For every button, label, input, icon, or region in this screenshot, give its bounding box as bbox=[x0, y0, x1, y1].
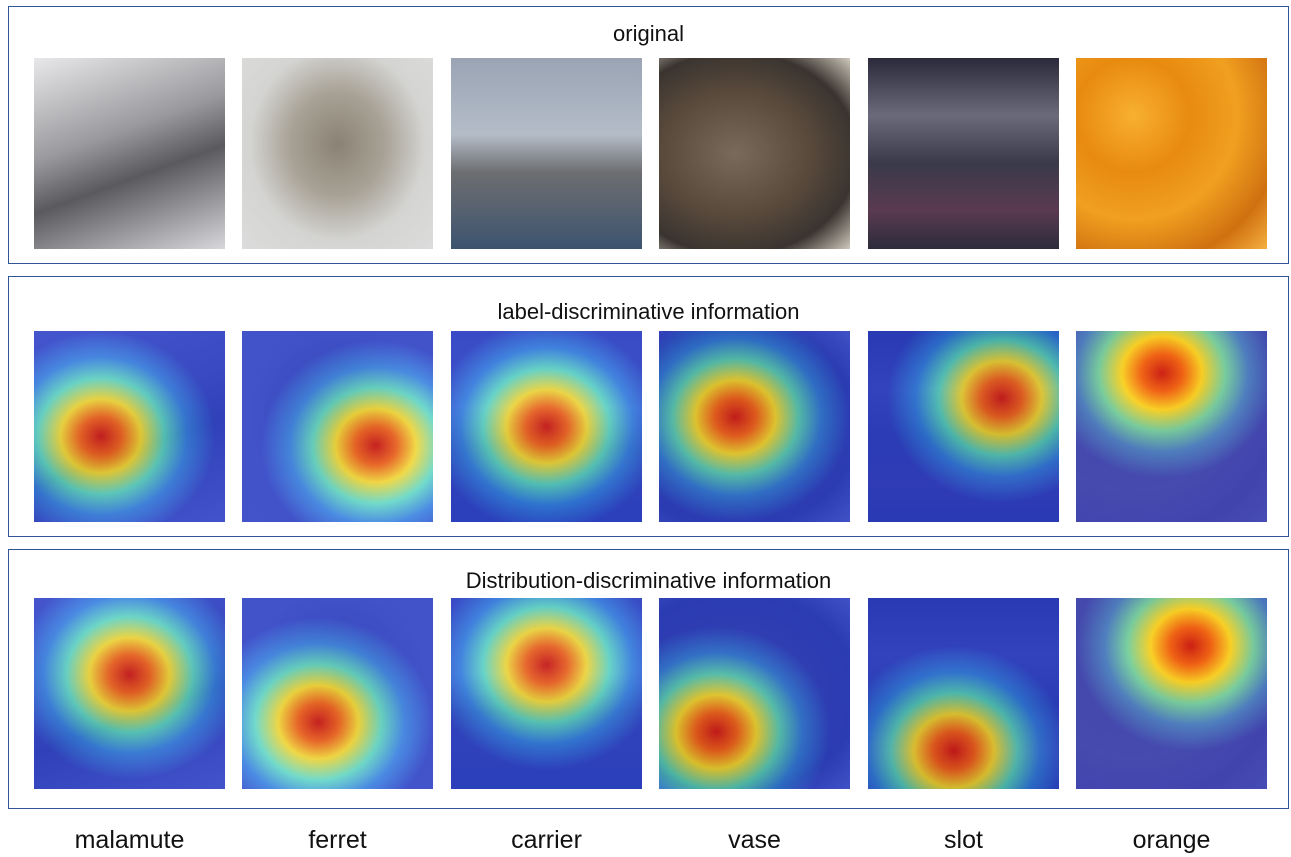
heatmap-label bbox=[868, 331, 1059, 522]
class-label: vase bbox=[728, 826, 781, 854]
image-original bbox=[242, 58, 433, 249]
image-original bbox=[451, 58, 642, 249]
panel-title: original bbox=[613, 21, 684, 46]
panel-title: Distribution-discriminative information bbox=[465, 568, 832, 593]
heatmap-label bbox=[1076, 331, 1267, 522]
heatmap-distribution bbox=[242, 598, 433, 789]
image-original bbox=[1076, 58, 1267, 249]
heatmap-label bbox=[242, 331, 433, 522]
class-label: carrier bbox=[511, 826, 582, 854]
panel-label: label-discriminative information bbox=[8, 276, 1289, 537]
class-label: malamute bbox=[74, 826, 185, 854]
heatmap-label bbox=[34, 331, 225, 522]
heatmap-label bbox=[451, 331, 642, 522]
class-label: slot bbox=[944, 826, 983, 854]
heatmap-distribution bbox=[451, 598, 642, 789]
class-label: ferret bbox=[308, 826, 367, 854]
heatmap-distribution bbox=[34, 598, 225, 789]
panel-title: label-discriminative information bbox=[497, 299, 800, 324]
image-original bbox=[34, 58, 225, 249]
image-original bbox=[868, 58, 1059, 249]
image-original bbox=[659, 58, 850, 249]
heatmap-distribution bbox=[659, 598, 850, 789]
heatmap-distribution bbox=[868, 598, 1059, 789]
class-label: orange bbox=[1132, 826, 1211, 854]
panel-distribution: Distribution-discriminative information bbox=[8, 549, 1289, 809]
heatmap-distribution bbox=[1076, 598, 1267, 789]
heatmap-label bbox=[659, 331, 850, 522]
panel-original: original bbox=[8, 6, 1289, 264]
